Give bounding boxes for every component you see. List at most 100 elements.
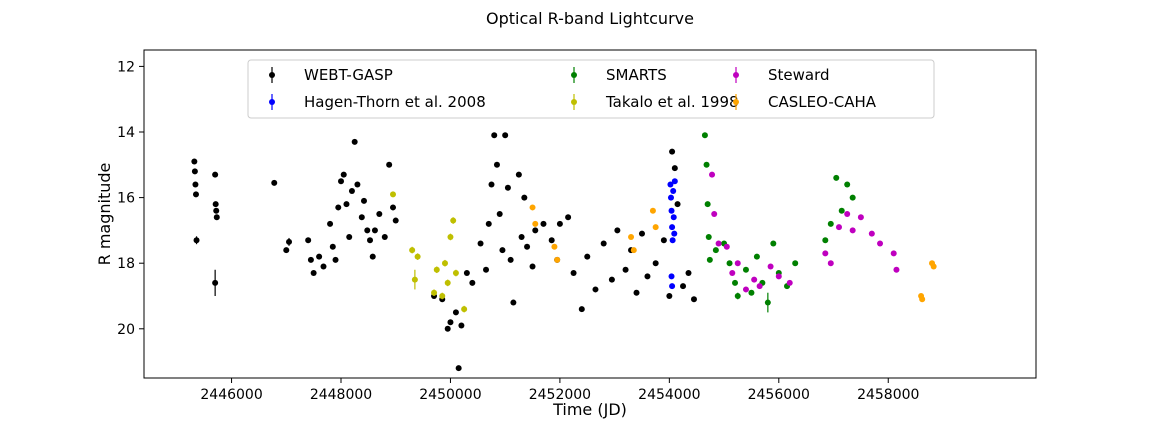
data-point xyxy=(191,168,198,175)
data-point xyxy=(305,237,312,244)
data-point xyxy=(532,227,539,234)
data-point xyxy=(844,211,851,217)
data-point xyxy=(499,247,506,254)
data-point xyxy=(701,132,708,139)
data-points xyxy=(191,132,937,372)
data-point xyxy=(327,220,334,227)
data-point xyxy=(565,214,572,221)
data-point xyxy=(409,247,416,254)
data-point xyxy=(507,256,514,263)
data-point xyxy=(890,250,897,257)
data-point xyxy=(389,204,396,211)
data-point xyxy=(930,263,937,270)
data-point xyxy=(540,220,547,227)
series-casleo-caha xyxy=(529,204,937,303)
data-point xyxy=(671,230,678,237)
x-axis-label: Time (JD) xyxy=(552,400,627,419)
legend-box xyxy=(247,59,935,119)
data-point xyxy=(447,233,454,240)
legend-item: Steward xyxy=(733,66,830,84)
data-point xyxy=(748,289,755,296)
data-point xyxy=(671,178,678,185)
x-tick-label: 2452000 xyxy=(529,387,591,403)
chart-title: Optical R-band Lightcurve xyxy=(486,9,694,28)
series-webt-gasp xyxy=(191,132,697,372)
legend-label: Steward xyxy=(768,66,830,84)
data-point xyxy=(835,224,842,231)
legend-label: WEBT-GASP xyxy=(304,66,393,84)
data-point xyxy=(600,240,607,247)
data-point xyxy=(488,181,495,188)
data-point xyxy=(191,158,198,165)
data-point xyxy=(212,279,219,286)
legend-label: CASLEO-CAHA xyxy=(768,93,877,111)
data-point xyxy=(360,197,367,204)
data-point xyxy=(622,266,629,273)
data-point xyxy=(833,174,840,181)
y-tick-label: 12 xyxy=(117,59,135,75)
data-point xyxy=(633,289,640,296)
data-point xyxy=(447,319,454,326)
legend-marker xyxy=(733,99,739,105)
data-point xyxy=(786,279,793,286)
data-point xyxy=(335,204,342,211)
data-point xyxy=(638,230,645,237)
legend-marker xyxy=(571,72,577,78)
data-point xyxy=(844,181,851,188)
axis-ticks: 2446000 2448000 2450000 2452000 2454000 24560… xyxy=(117,59,919,403)
data-point xyxy=(578,306,585,313)
data-point xyxy=(608,276,615,283)
data-point xyxy=(706,256,713,263)
data-point xyxy=(770,240,777,247)
legend: WEBT-GASP Hagen-Thorn et al. 2008 SMARTS Ta… xyxy=(247,59,935,119)
data-point xyxy=(364,227,371,234)
data-point xyxy=(283,247,290,254)
legend-item: CASLEO-CAHA xyxy=(733,93,877,111)
data-point xyxy=(734,260,741,267)
data-point xyxy=(477,240,484,247)
data-point xyxy=(893,266,900,273)
data-point xyxy=(919,296,926,303)
y-tick-label: 20 xyxy=(117,322,135,338)
legend-marker xyxy=(733,72,739,78)
data-point xyxy=(320,263,327,270)
data-point xyxy=(666,293,673,299)
data-point xyxy=(316,253,323,260)
data-point xyxy=(652,224,659,231)
data-point xyxy=(192,181,199,188)
series-smarts xyxy=(701,132,856,313)
data-point xyxy=(369,253,376,260)
data-point xyxy=(444,279,451,286)
data-point xyxy=(690,296,697,303)
x-tick-label: 2454000 xyxy=(638,387,700,403)
x-tick-label: 2458000 xyxy=(857,387,919,403)
plot-frame xyxy=(143,49,1037,379)
legend-label: Hagen-Thorn et al. 2008 xyxy=(304,93,486,111)
data-point xyxy=(411,276,418,283)
legend-item: WEBT-GASP xyxy=(269,66,393,84)
data-point xyxy=(213,214,220,221)
data-point xyxy=(332,256,339,263)
data-point xyxy=(614,227,621,234)
data-point xyxy=(529,204,536,211)
data-point xyxy=(518,233,525,240)
data-point xyxy=(381,233,388,240)
data-point xyxy=(455,365,462,372)
data-point xyxy=(433,266,440,273)
x-tick-label: 2456000 xyxy=(748,387,810,403)
legend-marker xyxy=(269,99,275,105)
data-point xyxy=(192,191,199,198)
data-point xyxy=(431,289,438,296)
data-point xyxy=(358,214,365,221)
data-point xyxy=(849,227,856,234)
data-point xyxy=(822,250,829,257)
data-point xyxy=(668,207,675,214)
data-point xyxy=(734,293,741,299)
data-point xyxy=(649,207,656,214)
data-point xyxy=(792,260,799,267)
y-tick-label: 14 xyxy=(117,125,135,141)
legend-label: Takalo et al. 1998 xyxy=(605,93,739,111)
data-point xyxy=(669,224,676,231)
data-point xyxy=(868,230,875,237)
